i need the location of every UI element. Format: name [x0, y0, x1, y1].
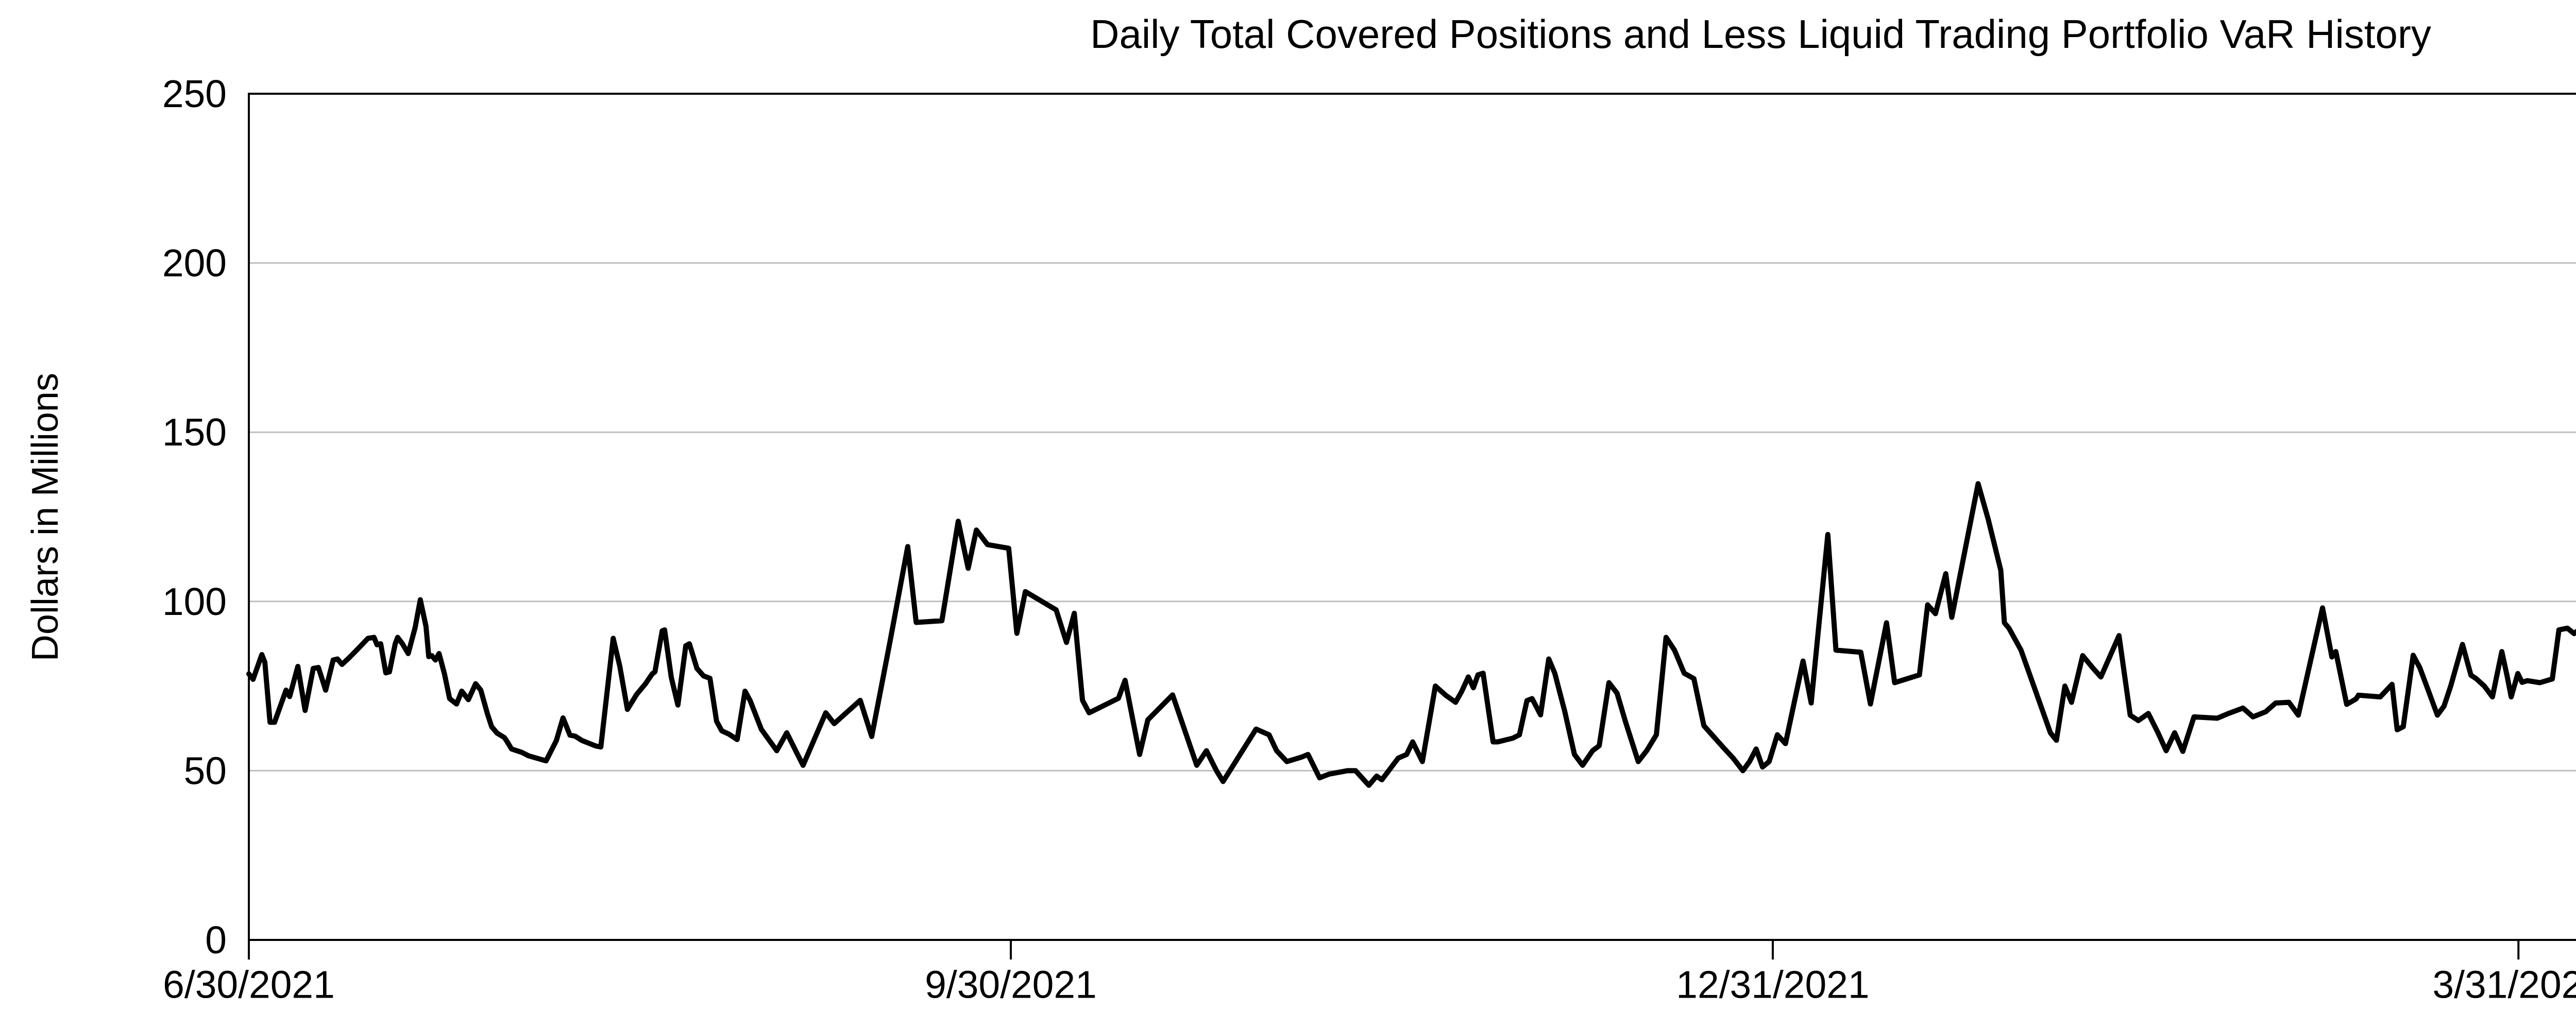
- plot-border: [248, 93, 2576, 941]
- y-tick-label: 200: [162, 242, 227, 285]
- x-tick-label: 9/30/2021: [925, 963, 1097, 1006]
- y-tick-label: 50: [184, 749, 227, 792]
- x-tick-label: 3/31/2022: [2432, 963, 2576, 1006]
- x-tick-label: 12/31/2021: [1676, 963, 1869, 1006]
- y-tick-label: 0: [205, 918, 227, 962]
- var-line: [246, 481, 2576, 788]
- chart-title: Daily Total Covered Positions and Less L…: [1090, 11, 2431, 57]
- y-tick-label: 150: [162, 410, 227, 454]
- y-tick-label: 250: [162, 72, 227, 115]
- y-axis-title: Dollars in Millions: [25, 372, 66, 662]
- y-tick-label: 100: [162, 580, 227, 623]
- x-tick-label: 6/30/2021: [163, 963, 335, 1006]
